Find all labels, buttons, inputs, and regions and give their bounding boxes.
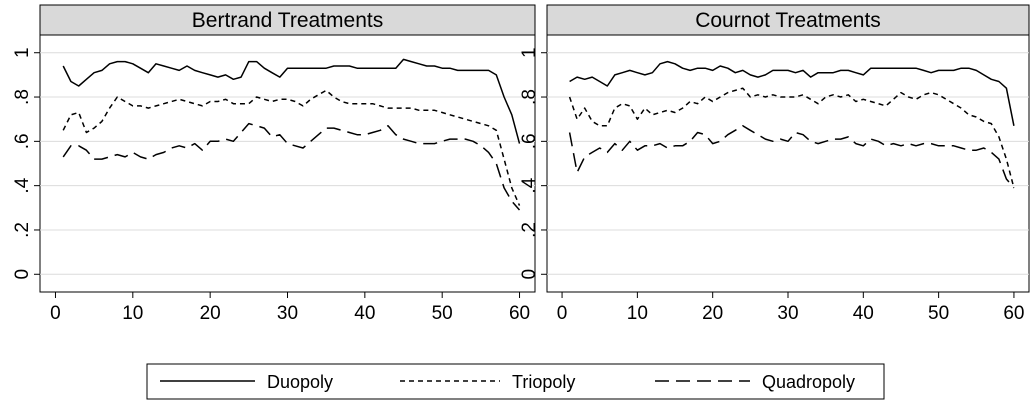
y-tick-label: .4 <box>519 177 540 193</box>
x-tick-label: 50 <box>432 303 453 324</box>
y-tick-label: .2 <box>519 222 540 238</box>
x-tick-label: 50 <box>928 303 949 324</box>
y-tick-label: .8 <box>519 89 540 105</box>
x-tick-label: 30 <box>777 303 798 324</box>
y-tick-label: .4 <box>12 177 33 193</box>
x-tick-label: 30 <box>277 303 298 324</box>
legend-label-quadropoly: Quadropoly <box>762 372 855 392</box>
y-tick-label: 0 <box>12 269 33 280</box>
y-tick-label: .8 <box>12 89 33 105</box>
y-tick-label: .2 <box>12 222 33 238</box>
plot-area <box>40 35 535 292</box>
y-tick-label: 1 <box>12 47 33 58</box>
x-tick-label: 10 <box>122 303 143 324</box>
panel-title: Cournot Treatments <box>695 9 881 32</box>
x-tick-label: 40 <box>354 303 375 324</box>
x-tick-label: 60 <box>1003 303 1024 324</box>
x-tick-label: 40 <box>853 303 874 324</box>
legend: Duopoly Triopoly Quadropoly <box>147 364 884 399</box>
x-tick-label: 20 <box>200 303 221 324</box>
y-tick-label: 0 <box>519 269 540 280</box>
x-tick-label: 0 <box>50 303 61 324</box>
x-tick-label: 60 <box>509 303 530 324</box>
x-tick-label: 0 <box>557 303 568 324</box>
x-tick-label: 20 <box>702 303 723 324</box>
legend-label-duopoly: Duopoly <box>267 372 333 392</box>
panel-title: Bertrand Treatments <box>192 9 383 32</box>
x-tick-label: 10 <box>627 303 648 324</box>
y-tick-label: 1 <box>519 47 540 58</box>
y-tick-label: .6 <box>12 133 33 149</box>
legend-label-triopoly: Triopoly <box>512 372 575 392</box>
y-tick-label: .6 <box>519 133 540 149</box>
